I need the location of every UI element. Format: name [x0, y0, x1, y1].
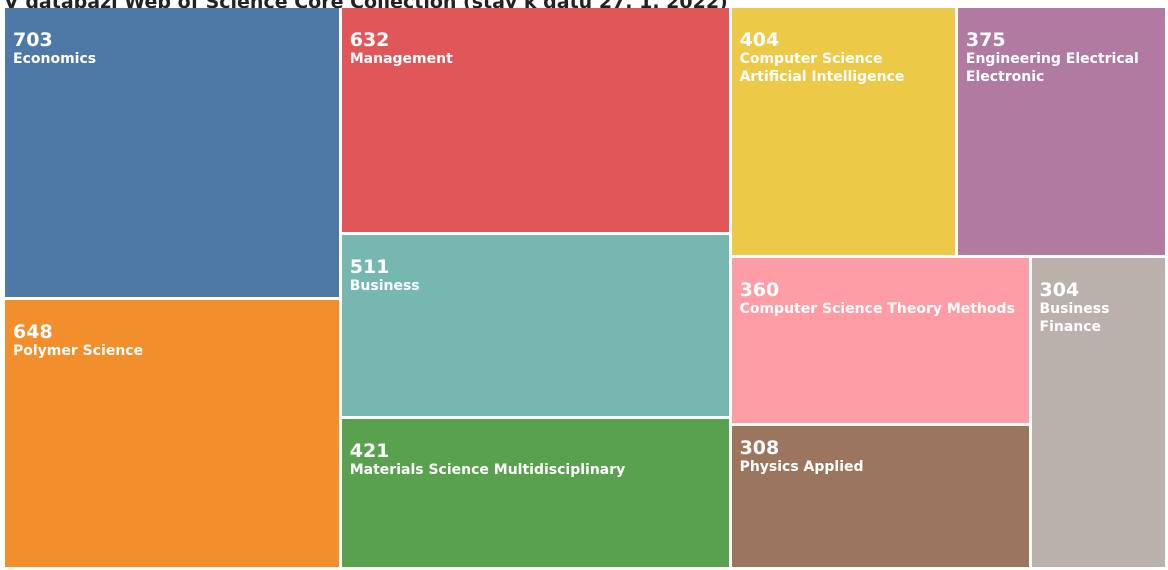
treemap-cell: 375 Engineering Electrical Electronic	[957, 8, 1165, 256]
treemap-cell: 421 Materials Science Multidisciplinary	[341, 418, 729, 567]
value-label: 421	[349, 439, 390, 462]
value-label: 404	[739, 29, 780, 51]
treemap-cell: 304 Business Finance	[1031, 258, 1165, 567]
treemap-cell: 703 Economics	[5, 8, 339, 298]
category-label: Materials Science Multidisciplinary	[349, 461, 626, 478]
treemap-cell: 648 Polymer Science	[5, 300, 339, 567]
category-label: Computer Science Theory Methods	[739, 301, 1015, 318]
value-label: 375	[965, 29, 1006, 51]
treemap-cell: 404 Computer Science Artificial Intellige…	[731, 8, 955, 256]
treemap-cell: 360 Computer Science Theory Methods	[731, 258, 1029, 424]
category-label: Management	[349, 51, 453, 67]
category-label: Polymer Science	[13, 343, 144, 360]
value-label: 360	[739, 279, 780, 302]
treemap-cell: 632 Management	[341, 8, 729, 233]
value-label: 308	[739, 437, 780, 460]
category-label: Economics	[13, 51, 97, 67]
treemap-cell: 308 Physics Applied	[731, 426, 1029, 567]
category-label: Business	[349, 278, 420, 295]
treemap-cell: 511 Business	[341, 235, 729, 416]
value-label: 511	[349, 256, 390, 279]
value-label: 632	[349, 29, 390, 51]
category-label: Physics Applied	[739, 459, 864, 476]
category-label: Engineering Electrical Electronic	[965, 51, 1139, 85]
value-label: 304	[1039, 279, 1080, 302]
value-label: 703	[13, 29, 53, 51]
category-label: Computer Science Artificial Intelligence	[739, 51, 905, 85]
value-label: 648	[13, 321, 53, 344]
category-label: Business Finance	[1039, 301, 1110, 336]
treemap: 703 Economics 648 Polymer Science 632 Managem…	[5, 8, 1168, 570]
